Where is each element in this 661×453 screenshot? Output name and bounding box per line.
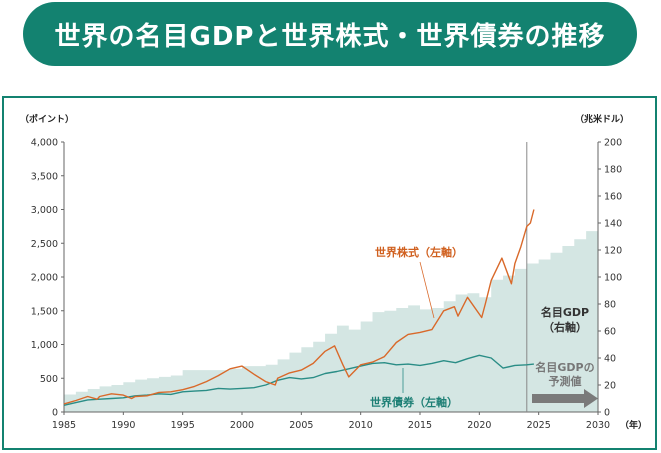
gdp-area	[64, 224, 598, 412]
lines-layer	[63, 209, 535, 406]
y-right-tick-label: 0	[604, 408, 610, 419]
labels-layer: 0 500 1,000 1,500 2,000 2,500 3,000 3,500 4,000 0…	[31, 138, 622, 432]
y-left-tick-label: 3,000	[31, 205, 58, 216]
x-tick-label: 2025	[527, 420, 551, 431]
x-tick-label: 2005	[289, 420, 313, 431]
axes-layer	[61, 141, 601, 415]
x-tick-label: 1985	[52, 420, 76, 431]
right-axis-unit: （兆米ドル）	[575, 113, 629, 125]
forecast-arrow-icon	[532, 389, 598, 408]
y-right-tick-label: 200	[604, 138, 622, 149]
gdp-area-layer	[64, 224, 598, 412]
y-left-tick-label: 500	[40, 374, 58, 385]
stock-annotation: 世界株式（左軸）	[375, 245, 463, 259]
y-left-tick-label: 1,000	[31, 340, 58, 351]
x-tick-label: 2010	[349, 420, 373, 431]
gdp-annotation-line1: 名目GDP	[541, 305, 589, 319]
x-tick-label: 2030	[586, 420, 610, 431]
y-right-tick-label: 100	[604, 273, 622, 284]
stock-leader-line	[419, 261, 435, 319]
y-left-tick-label: 3,500	[31, 171, 58, 182]
y-left-tick-label: 4,000	[31, 138, 58, 149]
left-axis-unit: （ポイント）	[20, 113, 74, 125]
title-banner: 世界の名目GDPと世界株式・世界債券の推移	[23, 2, 637, 66]
x-tick-label: 1990	[111, 420, 135, 431]
x-tick-label: 2015	[408, 420, 432, 431]
x-tick-label: 2000	[230, 420, 254, 431]
y-right-tick-label: 140	[604, 219, 622, 230]
x-tick-label: 2020	[467, 420, 491, 431]
chart-title: 世界の名目GDPと世界株式・世界債券の推移	[54, 21, 606, 52]
x-tick-label: 1995	[171, 420, 195, 431]
y-right-tick-label: 40	[604, 354, 616, 365]
gdp-annotation-line2: （右軸）	[543, 320, 587, 334]
y-left-tick-label: 2,500	[31, 239, 58, 250]
y-left-tick-label: 0	[52, 408, 58, 419]
forecast-annotation-line1: 名目GDPの	[535, 360, 594, 374]
bond-annotation: 世界債券（左軸）	[370, 395, 458, 409]
y-right-tick-label: 20	[604, 381, 616, 392]
x-axis-unit: （年）	[620, 419, 647, 431]
stock-series-line	[63, 209, 535, 405]
forecast-annotation-line2: 予測値	[549, 374, 582, 388]
y-right-tick-label: 160	[604, 192, 622, 203]
y-left-tick-label: 2,000	[31, 273, 58, 284]
y-right-tick-label: 80	[604, 300, 616, 311]
y-right-tick-label: 60	[604, 327, 616, 338]
y-right-tick-label: 180	[604, 165, 622, 176]
y-right-tick-label: 120	[604, 246, 622, 257]
y-left-tick-label: 1,500	[31, 306, 58, 317]
